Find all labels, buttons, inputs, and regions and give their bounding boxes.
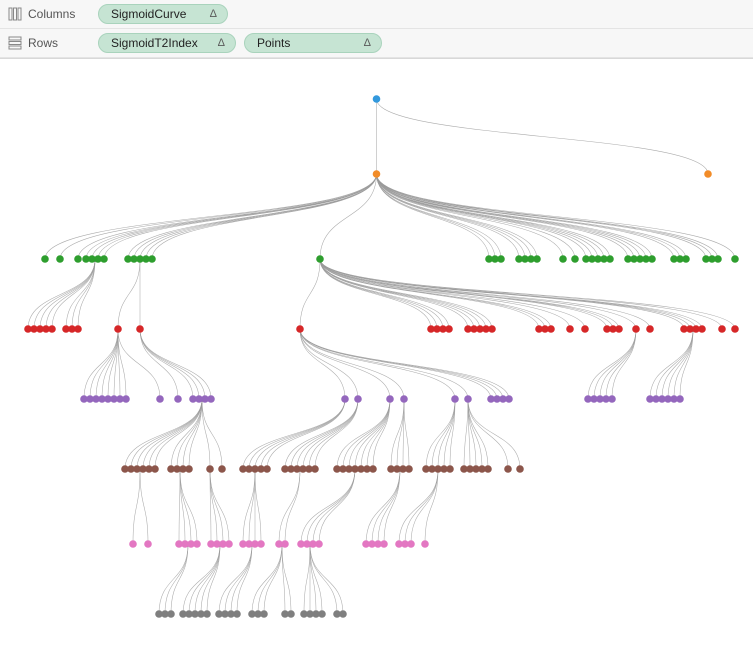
tree-node [682, 255, 690, 263]
tree-node [287, 610, 295, 618]
tree-node [136, 325, 144, 333]
tree-node [156, 395, 164, 403]
tree-node [718, 325, 726, 333]
tree-node [207, 395, 215, 403]
tree-node [174, 395, 182, 403]
pill-points[interactable]: Points Δ [244, 33, 382, 53]
tree-node [218, 465, 226, 473]
pill-sigmoidcurve[interactable]: SigmoidCurve Δ [98, 4, 228, 24]
tree-node [464, 395, 472, 403]
tree-node [339, 610, 347, 618]
tree-node [233, 610, 241, 618]
tree-node [608, 395, 616, 403]
rows-icon [8, 36, 22, 50]
tree-node [571, 255, 579, 263]
delta-icon: Δ [364, 37, 371, 49]
columns-text: Columns [28, 7, 75, 21]
tree-visualization[interactable] [0, 59, 753, 659]
tree-node [405, 465, 413, 473]
tree-node [311, 465, 319, 473]
tree-node [632, 325, 640, 333]
tree-node [129, 540, 137, 548]
columns-icon [8, 7, 22, 21]
tree-node [144, 540, 152, 548]
tree-node [445, 325, 453, 333]
tree-node [731, 255, 739, 263]
tree-node [497, 255, 505, 263]
tree-node [373, 95, 381, 103]
tree-node [714, 255, 722, 263]
tree-node [488, 325, 496, 333]
tree-node [547, 325, 555, 333]
tree-node [148, 255, 156, 263]
tree-node [559, 255, 567, 263]
tree-node [41, 255, 49, 263]
tree-node [698, 325, 706, 333]
pill-label: SigmoidCurve [111, 7, 186, 21]
tree-node [316, 255, 324, 263]
tree-node [260, 610, 268, 618]
tree-node [203, 610, 211, 618]
edges [28, 99, 735, 614]
rows-text: Rows [28, 36, 58, 50]
tree-node [56, 255, 64, 263]
tree-node [386, 395, 394, 403]
tree-node [407, 540, 415, 548]
tree-node [704, 170, 712, 178]
tree-node [315, 540, 323, 548]
tree-node [167, 610, 175, 618]
tree-node [373, 170, 381, 178]
tree-svg [0, 59, 753, 659]
tree-node [48, 325, 56, 333]
tree-node [505, 395, 513, 403]
tree-node [74, 255, 82, 263]
tree-node [263, 465, 271, 473]
tree-node [341, 395, 349, 403]
tree-node [516, 465, 524, 473]
tree-node [446, 465, 454, 473]
tree-node [451, 395, 459, 403]
tree-node [566, 325, 574, 333]
columns-label: Columns [8, 7, 90, 21]
shelves-panel: Columns SigmoidCurve Δ Rows SigmoidT2Ind… [0, 0, 753, 59]
nodes [24, 95, 739, 618]
tree-node [257, 540, 265, 548]
tree-node [676, 395, 684, 403]
tree-node [581, 325, 589, 333]
tree-node [122, 395, 130, 403]
pill-label: SigmoidT2Index [111, 36, 198, 50]
delta-icon: Δ [218, 37, 225, 49]
tree-node [369, 465, 377, 473]
columns-shelf[interactable]: Columns SigmoidCurve Δ [0, 0, 753, 29]
tree-node [114, 325, 122, 333]
tree-node [646, 325, 654, 333]
tree-node [421, 540, 429, 548]
tree-node [296, 325, 304, 333]
pill-label: Points [257, 36, 290, 50]
tree-node [281, 540, 289, 548]
tree-node [533, 255, 541, 263]
pill-sigmoidt2index[interactable]: SigmoidT2Index Δ [98, 33, 236, 53]
tree-node [484, 465, 492, 473]
tree-node [193, 540, 201, 548]
rows-shelf[interactable]: Rows SigmoidT2Index Δ Points Δ [0, 29, 753, 58]
tree-node [206, 465, 214, 473]
rows-label: Rows [8, 36, 90, 50]
tree-node [400, 395, 408, 403]
tree-node [354, 395, 362, 403]
tree-node [318, 610, 326, 618]
tree-node [225, 540, 233, 548]
tree-node [380, 540, 388, 548]
tree-node [100, 255, 108, 263]
tree-node [185, 465, 193, 473]
tree-node [74, 325, 82, 333]
delta-icon: Δ [210, 8, 217, 20]
tree-node [731, 325, 739, 333]
tree-node [648, 255, 656, 263]
tree-node [151, 465, 159, 473]
tree-node [504, 465, 512, 473]
tree-node [615, 325, 623, 333]
tree-node [606, 255, 614, 263]
